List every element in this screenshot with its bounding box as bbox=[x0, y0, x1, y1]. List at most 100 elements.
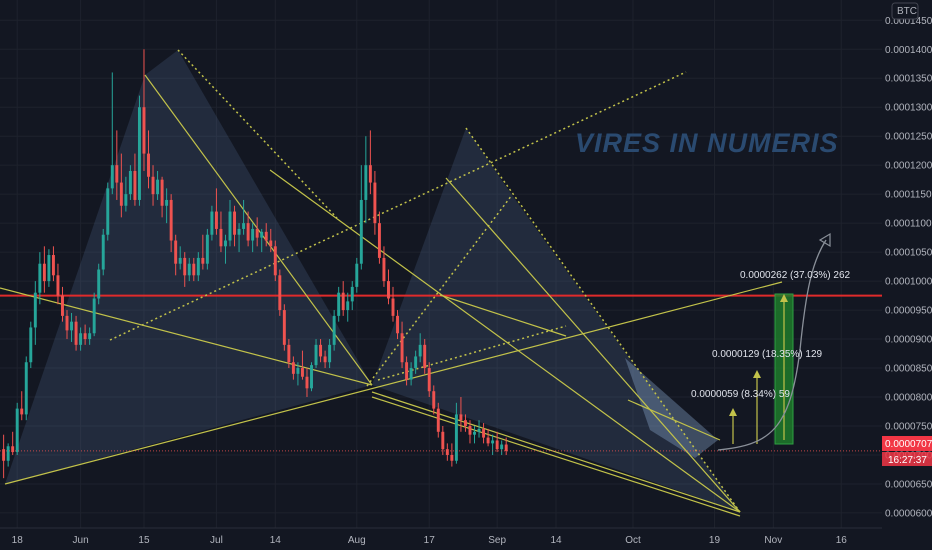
candlestick-series bbox=[2, 49, 508, 479]
quote-currency-label: BTC bbox=[897, 6, 917, 17]
candle-body-7 bbox=[33, 292, 37, 328]
candle-body-104 bbox=[473, 431, 476, 435]
candle-body-70 bbox=[319, 344, 323, 357]
trendline-dotted-rising bbox=[109, 71, 687, 341]
candle-body-28 bbox=[128, 170, 132, 195]
candle-body-35 bbox=[160, 179, 164, 206]
candle-body-68 bbox=[310, 365, 313, 389]
candle-body-65 bbox=[296, 368, 300, 374]
candle-body-93 bbox=[423, 344, 427, 369]
candle-body-96 bbox=[436, 408, 440, 432]
y-tick-label: 0.0000850 bbox=[885, 364, 932, 375]
trendline-dotted-top bbox=[177, 49, 338, 219]
candle-body-48 bbox=[219, 228, 223, 247]
candle-body-4 bbox=[20, 408, 24, 415]
time-axis[interactable]: 18 Jun 15 Jul 14 Aug 17 Sep 14 Oct 19 Nov 16 bbox=[0, 527, 882, 546]
candle-body-13 bbox=[61, 295, 64, 316]
x-tick-label: 17 bbox=[424, 535, 436, 546]
candle-body-59 bbox=[269, 240, 273, 247]
y-tick-label: 0.0001400 bbox=[885, 45, 932, 56]
candle-body-36 bbox=[165, 199, 169, 206]
trendline-descending-4 bbox=[445, 177, 741, 513]
candle-body-41 bbox=[187, 263, 191, 276]
trendline-descending-3 bbox=[269, 169, 741, 513]
candle-body-74 bbox=[337, 292, 341, 316]
y-tick-label: 0.0001250 bbox=[885, 132, 932, 143]
trendline-lower-channel-b bbox=[371, 396, 741, 517]
candle-body-51 bbox=[233, 211, 237, 235]
candle-body-61 bbox=[278, 275, 282, 311]
candle-body-32 bbox=[147, 153, 150, 177]
projection-label-1: 0.0000059 (8.34%) 59 bbox=[691, 389, 790, 400]
candle-body-81 bbox=[368, 165, 372, 183]
candle-body-77 bbox=[350, 286, 354, 302]
candle-body-100 bbox=[454, 414, 458, 461]
candle-body-44 bbox=[201, 257, 205, 264]
candle-body-22 bbox=[101, 234, 105, 270]
x-tick-label: Oct bbox=[625, 535, 641, 546]
candle-body-42 bbox=[192, 263, 196, 276]
svg-text:16:27:37: 16:27:37 bbox=[888, 455, 927, 466]
candle-body-85 bbox=[387, 281, 390, 299]
candle-body-84 bbox=[382, 257, 386, 282]
projection-arrowhead-2 bbox=[753, 370, 761, 378]
y-tick-label: 0.0001150 bbox=[885, 190, 932, 201]
candle-body-17 bbox=[79, 333, 83, 345]
candle-body-54 bbox=[246, 223, 250, 241]
trendline-wedge-top bbox=[627, 399, 721, 441]
candle-body-92 bbox=[418, 344, 422, 357]
trendline-long-support bbox=[4, 281, 783, 485]
candle-body-69 bbox=[314, 344, 318, 366]
pattern-wedge bbox=[625, 358, 718, 458]
projected-path-arrowhead bbox=[818, 232, 831, 248]
candle-body-27 bbox=[124, 194, 128, 206]
candle-body-14 bbox=[65, 315, 69, 331]
y-tick-label: 0.0000950 bbox=[885, 306, 932, 317]
candle-body-38 bbox=[174, 240, 178, 264]
candle-body-20 bbox=[92, 298, 96, 334]
candle-body-75 bbox=[341, 292, 345, 311]
candle-body-82 bbox=[373, 182, 377, 224]
y-tick-label: 0.0000800 bbox=[885, 393, 932, 404]
candle-body-107 bbox=[486, 437, 490, 444]
candle-body-73 bbox=[332, 315, 336, 345]
grid-lines bbox=[0, 0, 882, 528]
candle-body-11 bbox=[51, 255, 55, 276]
candle-body-98 bbox=[445, 449, 449, 455]
candle-body-0 bbox=[2, 449, 6, 461]
candle-body-109 bbox=[495, 440, 499, 450]
candle-body-102 bbox=[463, 420, 467, 426]
candle-body-37 bbox=[169, 199, 173, 241]
projection-arrowhead-1 bbox=[729, 408, 737, 416]
candle-body-78 bbox=[355, 263, 359, 287]
candle-body-16 bbox=[74, 321, 78, 345]
candle-body-23 bbox=[106, 188, 110, 235]
projection-annotations: 0.0000059 (8.34%) 59 0.0000129 (18.35%) … bbox=[691, 232, 851, 451]
candle-body-53 bbox=[242, 223, 246, 229]
candle-body-64 bbox=[291, 362, 295, 374]
candle-body-18 bbox=[83, 333, 87, 340]
candle-body-63 bbox=[287, 344, 291, 363]
candle-body-94 bbox=[427, 368, 431, 392]
candle-body-40 bbox=[183, 257, 187, 276]
candle-body-10 bbox=[47, 255, 51, 282]
candle-body-103 bbox=[468, 425, 472, 435]
y-tick-label: 0.0001100 bbox=[885, 219, 932, 230]
candle-body-89 bbox=[405, 362, 409, 380]
y-tick-label: 0.0000750 bbox=[885, 421, 932, 432]
candle-body-72 bbox=[328, 344, 332, 363]
candle-body-50 bbox=[228, 211, 232, 241]
candle-body-105 bbox=[477, 428, 481, 432]
y-tick-label: 0.0001450 bbox=[885, 16, 932, 27]
candle-body-9 bbox=[42, 263, 46, 282]
candle-body-60 bbox=[273, 246, 277, 276]
candle-body-106 bbox=[482, 428, 486, 438]
candle-body-111 bbox=[504, 444, 508, 451]
price-axis[interactable]: 0.00006000.00006500.00007000.00007500.00… bbox=[885, 16, 932, 520]
x-tick-label: Aug bbox=[348, 535, 366, 546]
candle-body-66 bbox=[300, 368, 304, 377]
candle-body-86 bbox=[391, 298, 395, 316]
candle-body-90 bbox=[409, 368, 413, 380]
